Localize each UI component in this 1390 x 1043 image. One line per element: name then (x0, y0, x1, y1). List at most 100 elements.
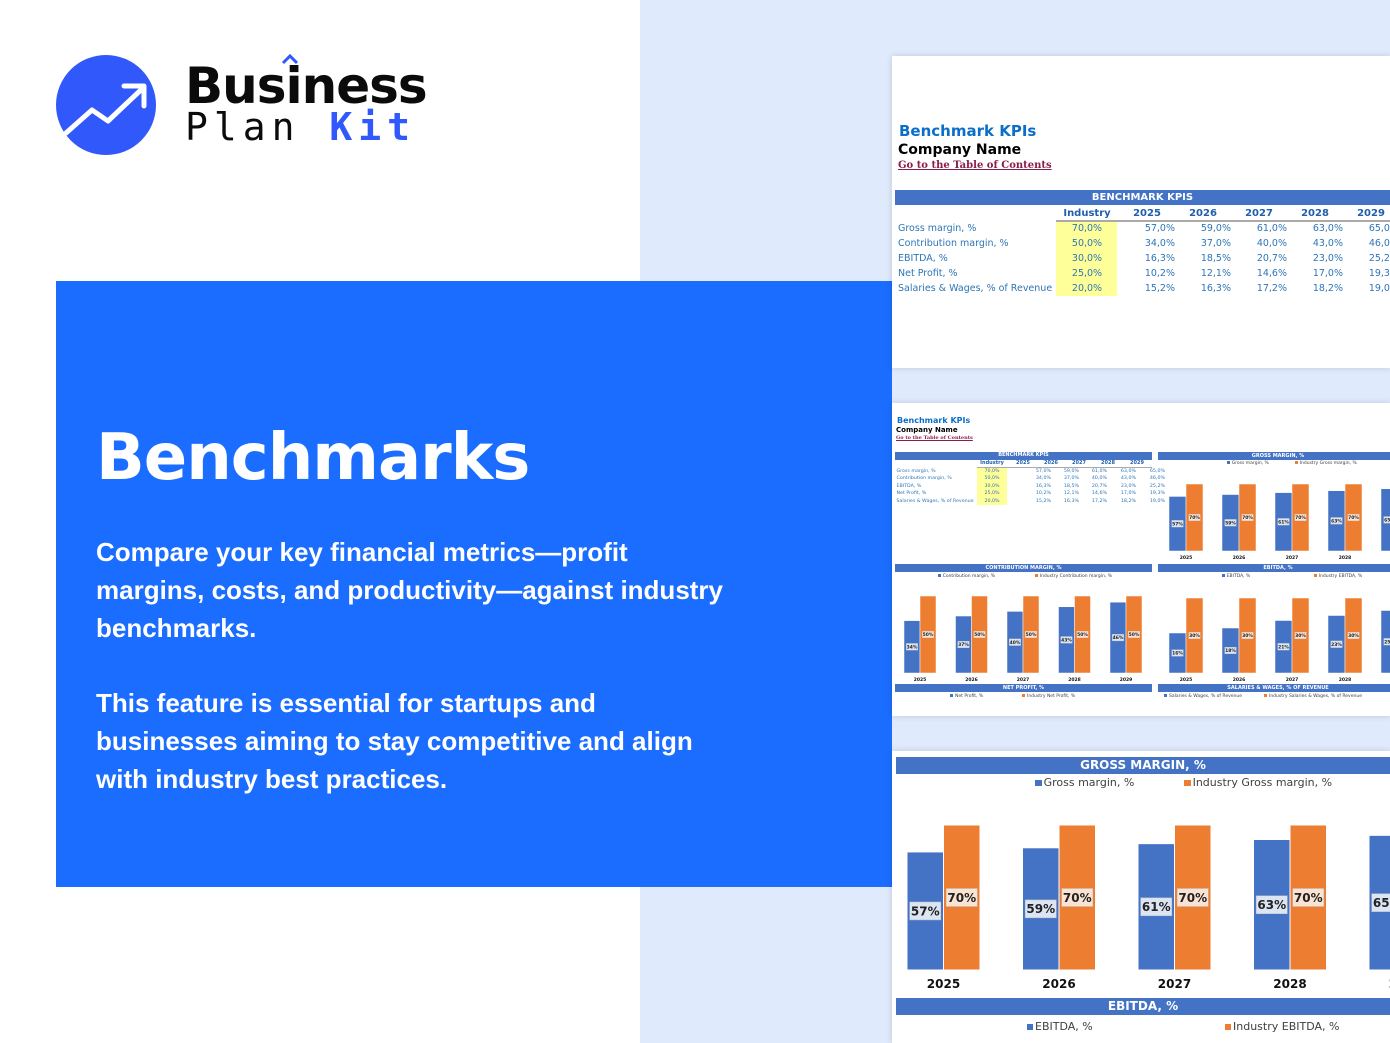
year-tick-label: 2026 (1233, 677, 1246, 683)
salaries-header: SALARIES & WAGES, % OF REVENUE (1158, 684, 1390, 692)
data-label: 59% (1225, 520, 1236, 526)
data-label: 61% (1278, 519, 1289, 525)
table-cell: 61,0% (1256, 223, 1287, 234)
legend-label: Gross margin, % (1231, 461, 1269, 466)
year-tick-label: 2025 (927, 977, 960, 991)
column-header: 2028 (1101, 460, 1115, 466)
data-label: 25% (1384, 639, 1390, 645)
table-cell: 16,3% (1200, 283, 1231, 294)
chart-title-bar: EBITDA, % (896, 998, 1390, 1015)
caret-icon (281, 53, 299, 65)
data-label-box (1224, 647, 1237, 654)
table-cell: 20,0% (984, 498, 1000, 504)
data-label: 40% (1010, 640, 1021, 646)
table-cell: 23,0% (1120, 483, 1136, 489)
hero-title: Benchmarks (96, 421, 530, 495)
legend-swatch (1227, 461, 1230, 464)
data-label-box (1176, 888, 1209, 907)
legend-swatch (938, 574, 941, 577)
legend-swatch (1314, 574, 1317, 577)
legend-swatch (1184, 779, 1191, 787)
row-label: Gross margin, % (898, 223, 977, 234)
data-label-box (1277, 518, 1290, 526)
logo-word-kit: Kit (329, 105, 417, 149)
toc-link[interactable]: Go to the Table of Contents (896, 435, 973, 441)
table-cell: 46,0% (1368, 238, 1390, 249)
data-label: 23% (1331, 642, 1342, 648)
legend-label: Industry Contribution margin, % (1039, 574, 1113, 579)
column-header: 2025 (1016, 460, 1030, 466)
legend-label: Industry EBITDA, % (1233, 1020, 1340, 1033)
table-title-bar: BENCHMARK KPIS (895, 190, 1390, 205)
table-cell: 40,0% (1091, 476, 1107, 481)
row-label: Salaries & Wages, % of Revenue (896, 498, 974, 504)
data-label: 16% (1172, 651, 1183, 657)
table-cell: 16,3% (1063, 498, 1079, 504)
legend-item: Industry EBITDA, % (1314, 574, 1362, 579)
table-cell: 12,1% (1200, 268, 1231, 279)
data-label: 30% (1242, 633, 1253, 639)
table-cell: 17,0% (1312, 268, 1343, 279)
year-tick-label: 2028 (1339, 677, 1352, 683)
table-cell: 65,0% (1149, 468, 1165, 474)
table-cell: 23,0% (1312, 253, 1343, 264)
data-label: 50% (1129, 632, 1140, 638)
data-label: 18% (1225, 648, 1236, 654)
legend-swatch (1225, 1024, 1231, 1030)
year-tick-label: 2026 (1233, 555, 1246, 561)
legend-label: EBITDA, % (1035, 1020, 1093, 1033)
year-tick-label: 2027 (1017, 677, 1030, 683)
table-cell: 20,0% (1071, 283, 1103, 294)
data-label-box (1347, 514, 1360, 521)
table-cell: 18,5% (1200, 253, 1231, 264)
legend-item: Salaries & Wages, % of Revenue (1164, 694, 1242, 699)
data-label: 57% (1172, 521, 1183, 527)
column-header: 2029 (1357, 208, 1385, 219)
header-underline (1056, 220, 1390, 222)
logo-word-business: Business (185, 57, 428, 115)
row-label: EBITDA, % (898, 253, 948, 264)
table-cell: 34,0% (1144, 238, 1175, 249)
table-cell: 25,2% (1368, 253, 1390, 264)
table-cell: 43,0% (1120, 476, 1136, 481)
column-header: 2027 (1245, 208, 1273, 219)
data-label-box (1188, 632, 1201, 639)
chart-title-bar: GROSS MARGIN, % (1158, 452, 1390, 460)
legend-item: Gross margin, % (1035, 776, 1134, 789)
sheet-title: Benchmark KPIs (897, 416, 971, 425)
toc-link[interactable]: Go to the Table of Contents (898, 160, 1052, 171)
year-tick-label: 2025 (1180, 555, 1193, 561)
year-tick-label: 2027 (1158, 977, 1191, 991)
data-label: 63% (1257, 898, 1286, 912)
legend-label: Industry EBITDA, % (1318, 574, 1363, 579)
data-label-box (1112, 634, 1124, 642)
year-tick-label: 2025 (914, 677, 927, 683)
data-label: 34% (907, 644, 918, 650)
data-label: 63% (1331, 518, 1342, 524)
legend-item: Industry Contribution margin, % (1035, 574, 1112, 579)
data-label: 70% (1178, 891, 1207, 905)
logo: Business Plan Kit (56, 53, 456, 165)
bar-chart: 34% 50% 2025 37% 50% 2026 40% 50% 2027 43% 50% 2028… (903, 595, 1143, 683)
legend-item: Gross margin, % (1227, 461, 1269, 466)
table-cell: 43,0% (1312, 238, 1343, 249)
data-label-box (1076, 631, 1089, 638)
column-header: Industry (1063, 208, 1111, 219)
data-label: 37% (958, 642, 969, 648)
hero-paragraph-2: This feature is essential for startups a… (96, 688, 693, 794)
year-tick-label: 2027 (1286, 555, 1299, 561)
year-tick-label: 2026 (965, 677, 978, 683)
table-cell: 17,2% (1091, 498, 1107, 504)
legend-swatch (1027, 1024, 1033, 1030)
row-label: Salaries & Wages, % of Revenue (898, 283, 1053, 294)
data-label-box (1140, 897, 1173, 917)
data-label-box (909, 901, 942, 921)
column-header: 2029 (1130, 460, 1144, 466)
row-label: Gross margin, % (896, 468, 936, 474)
sheet-screenshot-table: Benchmark KPIs Company Name Go to the Ta… (892, 56, 1390, 368)
legend-label: Contribution margin, % (942, 574, 996, 579)
table-cell: 17,2% (1256, 283, 1287, 294)
legend-label: Industry Gross margin, % (1192, 776, 1333, 789)
data-label-box (1330, 517, 1343, 525)
data-label-box (1024, 899, 1057, 919)
